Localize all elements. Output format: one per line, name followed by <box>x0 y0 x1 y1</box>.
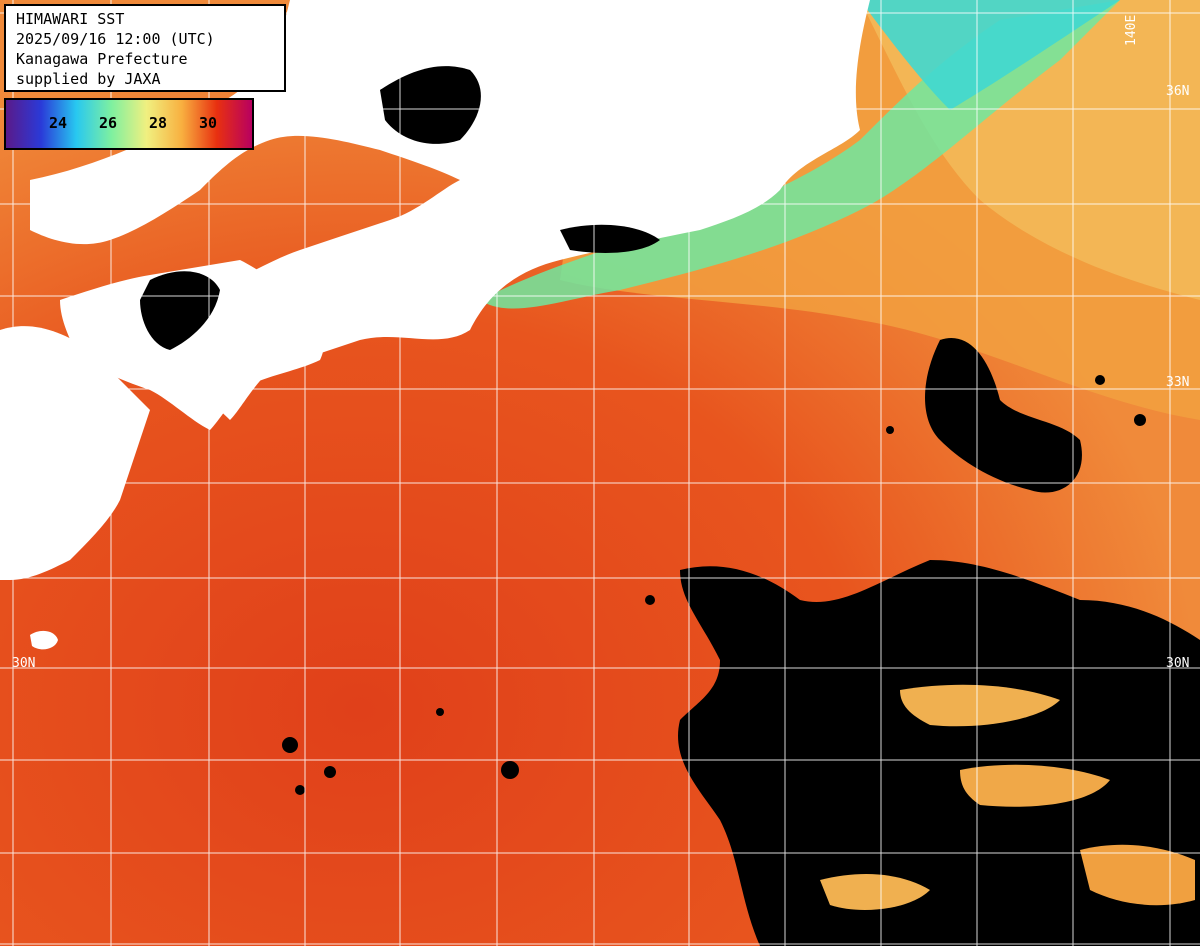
lon-label-140e: 140E <box>1124 15 1139 46</box>
no-data-speckles <box>282 375 1146 795</box>
lat-label-30n-left: 30N <box>12 656 35 671</box>
scale-label-24: 24 <box>48 114 68 132</box>
color-scale-bar: 24 26 28 30 <box>4 98 254 150</box>
scale-label-30: 30 <box>198 114 218 132</box>
warm-patch-1 <box>900 684 1060 727</box>
no-data-southeast <box>678 560 1200 946</box>
credit-line: supplied by JAXA <box>16 70 161 88</box>
lat-label-33n-right: 33N <box>1166 375 1189 390</box>
region-line: Kanagawa Prefecture <box>16 50 188 68</box>
lat-label-36n: 36N <box>1166 84 1189 99</box>
datetime-line: 2025/09/16 12:00 (UTC) <box>16 30 215 48</box>
title-line: HIMAWARI SST <box>16 10 125 28</box>
lat-label-33n-left: 33N <box>10 377 33 392</box>
land-shikoku <box>60 260 324 430</box>
no-data-east <box>925 338 1082 493</box>
warm-patch-4 <box>1080 844 1195 906</box>
coastal-cyan-water <box>860 0 1120 110</box>
no-data-coast <box>560 224 660 253</box>
scale-label-28: 28 <box>148 114 168 132</box>
lon-label-136e: 136E <box>484 5 499 36</box>
scale-label-26: 26 <box>98 114 118 132</box>
land-small-island <box>30 630 58 650</box>
lat-label-30n-right: 30N <box>1166 656 1189 671</box>
land-kyushu <box>0 326 150 580</box>
no-data-inland <box>140 271 220 350</box>
title-box: HIMAWARI SST 2025/09/16 12:00 (UTC) Kana… <box>4 4 286 92</box>
warm-patch-3 <box>820 874 930 910</box>
no-data-bay <box>380 66 481 144</box>
